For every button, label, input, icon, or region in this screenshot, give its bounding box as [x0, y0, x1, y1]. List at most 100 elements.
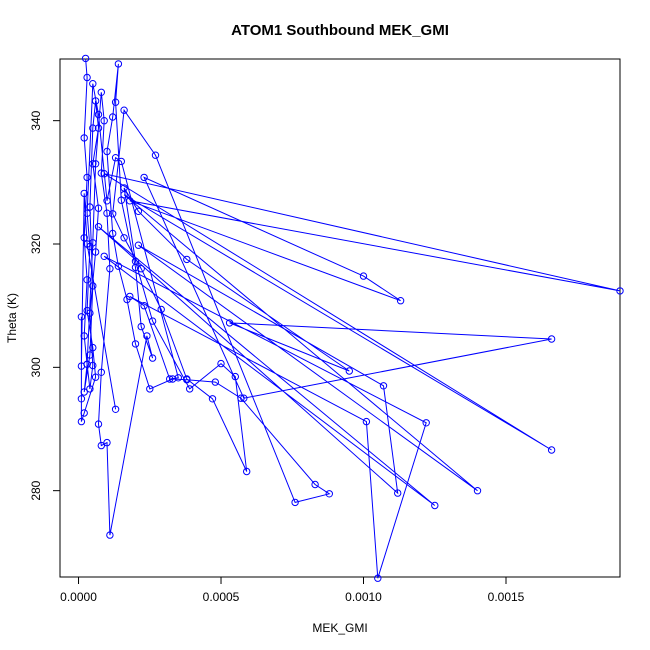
data-point: [311, 480, 319, 489]
data-point: [80, 388, 88, 396]
plot-frame: [59, 58, 621, 578]
data-point: [225, 319, 234, 327]
data-point: [97, 368, 106, 376]
x-tick-label: 0.0010: [345, 590, 382, 604]
data-point: [100, 170, 108, 178]
data-point: [111, 98, 120, 106]
data-point: [345, 367, 353, 375]
data-point: [83, 306, 91, 315]
data-point: [131, 340, 140, 348]
data-point: [547, 446, 556, 454]
x-axis-label: MEK_GMI: [312, 621, 367, 635]
data-point: [211, 378, 220, 386]
data-point: [89, 361, 97, 370]
data-point: [114, 262, 123, 270]
data-point: [362, 417, 371, 426]
data-point: [473, 487, 482, 495]
data-point: [111, 405, 120, 413]
data-point: [89, 343, 97, 352]
data-point: [131, 257, 140, 265]
data-point: [140, 302, 148, 310]
data-point: [86, 203, 94, 211]
data-point: [83, 173, 91, 182]
data-point: [174, 374, 183, 382]
data-point: [117, 157, 126, 166]
data-point: [80, 332, 88, 340]
chart-title: ATOM1 Southbound MEK_GMI: [231, 22, 449, 39]
data-point: [94, 420, 103, 428]
data-point: [126, 292, 134, 301]
data-point: [109, 113, 117, 121]
data-point: [183, 255, 191, 264]
y-tick-label: 320: [29, 234, 43, 254]
series-line: [80, 58, 621, 579]
data-point: [208, 395, 217, 403]
data-point: [134, 241, 143, 249]
data-point: [94, 223, 103, 231]
data-point: [77, 417, 86, 426]
data-point: [94, 110, 103, 119]
data-point: [168, 375, 177, 383]
data-point: [89, 80, 97, 88]
data-point: [325, 490, 333, 498]
data-point: [243, 467, 251, 476]
y-tick-label: 280: [29, 480, 43, 500]
data-point: [183, 375, 191, 383]
x-tick-label: 0.0005: [203, 590, 240, 604]
data-point: [97, 88, 106, 97]
data-point: [359, 272, 368, 280]
data-point: [396, 297, 405, 305]
data-point: [137, 322, 145, 331]
data-point: [106, 265, 114, 273]
data-point: [186, 385, 194, 393]
data-point: [89, 124, 97, 132]
series-layer: [77, 54, 624, 582]
data-point: [77, 395, 86, 403]
y-axis-label: Theta (K): [5, 293, 19, 343]
data-point: [291, 498, 299, 507]
data-point: [97, 441, 106, 450]
data-point: [374, 574, 382, 582]
data-point: [94, 124, 103, 132]
data-point: [148, 354, 157, 362]
data-point: [89, 282, 97, 290]
x-tick-label: 0.0000: [60, 590, 97, 604]
data-point: [120, 106, 128, 114]
data-point: [86, 351, 94, 359]
data-point: [148, 317, 157, 325]
data-point: [240, 394, 248, 402]
data-point: [126, 197, 134, 205]
x-tick-label: 0.0015: [488, 590, 525, 604]
data-point: [80, 409, 88, 417]
data-point: [394, 489, 402, 497]
data-point: [114, 60, 123, 68]
data-point: [100, 117, 108, 125]
data-point: [616, 287, 624, 295]
data-point: [103, 197, 111, 205]
data-point: [103, 438, 111, 447]
data-point: [83, 276, 91, 284]
data-point: [109, 210, 117, 218]
data-point: [237, 394, 245, 402]
data-point: [111, 154, 120, 162]
y-tick-label: 340: [29, 110, 43, 130]
data-point: [120, 191, 128, 199]
data-point: [120, 234, 128, 242]
y-axis: 280 300 320 340: [29, 110, 61, 501]
data-point: [77, 313, 86, 321]
data-point: [146, 385, 154, 393]
data-point: [137, 265, 145, 273]
data-point: [89, 160, 97, 168]
data-point: [140, 173, 148, 182]
data-point: [151, 151, 160, 159]
data-point: [547, 335, 556, 343]
data-point: [422, 419, 430, 427]
data-point: [86, 385, 94, 393]
data-point: [91, 160, 100, 168]
data-point: [97, 169, 106, 177]
data-point: [157, 305, 165, 314]
data-point: [109, 229, 117, 238]
data-point: [100, 252, 108, 260]
data-point: [379, 382, 388, 390]
